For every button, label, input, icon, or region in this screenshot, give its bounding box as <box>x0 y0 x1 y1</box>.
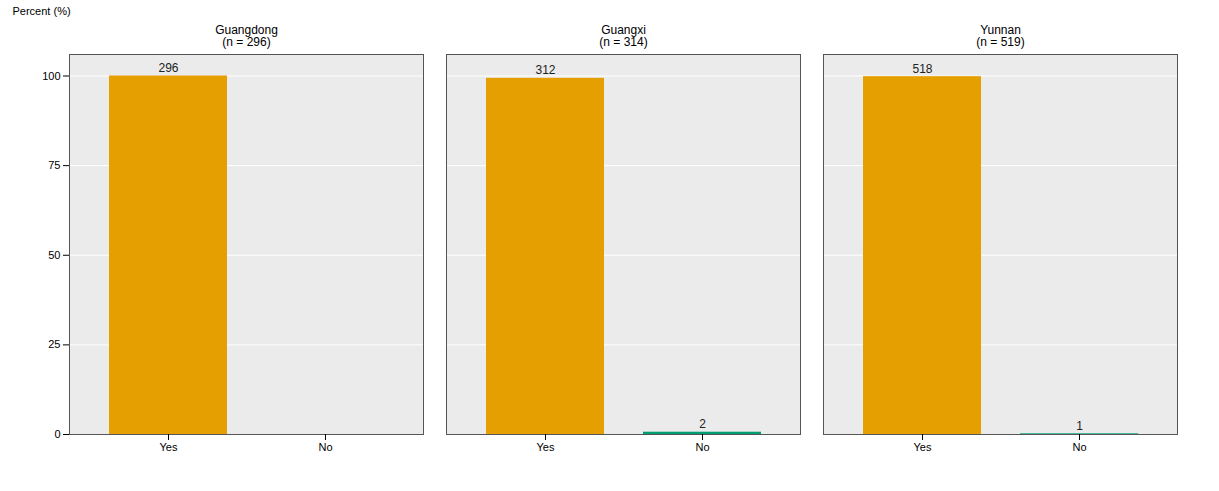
svg-text:Guangxi(n = 314): Guangxi(n = 314) <box>599 23 647 49</box>
svg-text:296: 296 <box>158 61 178 75</box>
svg-text:0: 0 <box>54 428 60 440</box>
svg-text:100: 100 <box>42 70 60 82</box>
svg-text:Guangdong(n = 296): Guangdong(n = 296) <box>215 23 278 49</box>
svg-text:No: No <box>1072 441 1086 453</box>
svg-text:Percent (%): Percent (%) <box>13 5 71 17</box>
svg-text:Yes: Yes <box>914 441 932 453</box>
svg-text:25: 25 <box>48 338 60 350</box>
svg-text:Yes: Yes <box>537 441 555 453</box>
svg-text:Yunnan(n = 519): Yunnan(n = 519) <box>976 23 1024 49</box>
svg-text:No: No <box>318 441 332 453</box>
svg-text:50: 50 <box>48 249 60 261</box>
svg-text:312: 312 <box>535 63 555 77</box>
svg-text:1: 1 <box>1076 419 1083 433</box>
svg-text:2: 2 <box>699 417 706 431</box>
svg-text:75: 75 <box>48 159 60 171</box>
svg-text:No: No <box>695 441 709 453</box>
svg-text:518: 518 <box>912 62 932 76</box>
svg-text:Yes: Yes <box>160 441 178 453</box>
